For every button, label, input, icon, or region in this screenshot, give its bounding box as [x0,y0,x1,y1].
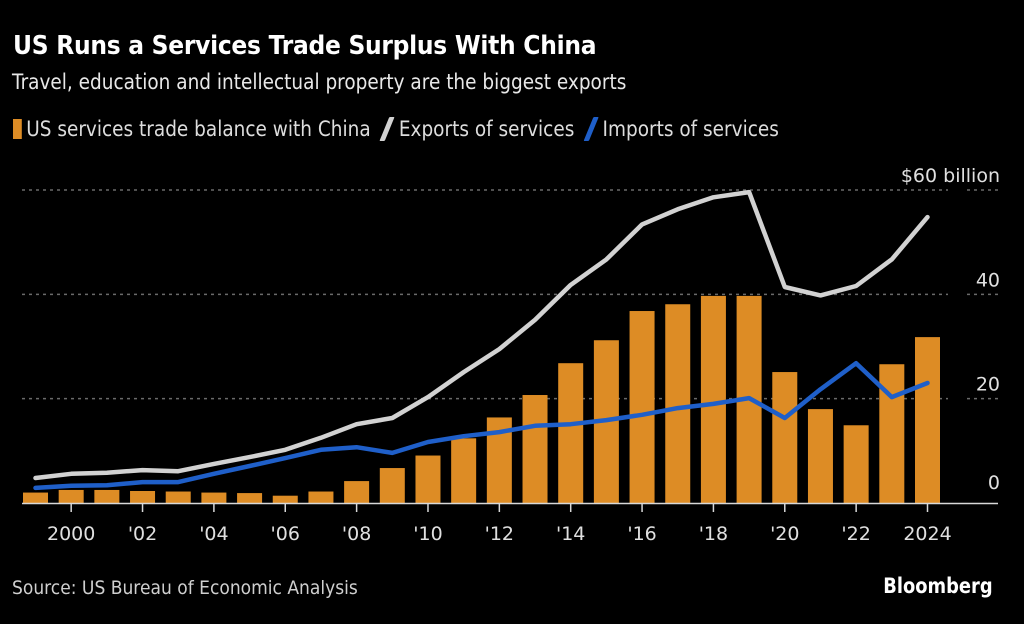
legend-bar-swatch-icon [13,119,22,139]
legend-label-exports: Exports of services [398,117,575,141]
x-tick-label: '04 [199,523,228,545]
line-imports-of-services [33,360,930,491]
y-tick-label: $60 billion [901,165,1000,187]
chart-title: US Runs a Services Trade Surplus With Ch… [13,31,597,61]
legend-item-imports: Imports of services [583,117,779,141]
source-note: Source: US Bureau of Economic Analysis [12,577,358,599]
x-axis-labels: 2000 '02 '04 '06 '08 '10 '12 '14 '16 '18 '20 '22 202… [47,523,952,545]
legend-item-balance: US services trade balance with China [13,117,371,141]
x-tick-label: '20 [770,523,799,545]
bar-2005 [237,493,263,503]
bar-2013 [522,395,548,503]
bar-2024 [915,337,940,503]
y-tick-label: 20 [976,374,1000,396]
x-tick-label: 2024 [903,523,951,545]
legend: US services trade balance with China Exp… [13,117,793,141]
y-axis-labels: 0 20 40 $60 billion [901,165,1000,494]
bar-2023 [879,364,905,503]
bar-2006 [272,495,298,503]
bar-2017 [665,304,691,503]
x-tick-label: '12 [485,523,514,545]
bar-2018 [700,295,726,503]
bar-2000 [58,489,84,503]
bar-2011 [451,438,477,503]
bar-2007 [308,491,334,503]
chart-subtitle: Travel, education and intellectual prope… [12,70,627,94]
legend-label-balance: US services trade balance with China [26,117,371,141]
bar-2014 [558,363,584,503]
lines [33,189,930,491]
brand-logo: Bloomberg [883,574,993,598]
bar-2022 [843,425,869,503]
bar-2020 [772,372,798,503]
bar-2009 [379,468,405,503]
x-tick-label: '10 [413,523,442,545]
bar-1999 [23,492,48,503]
x-tick-label: 2000 [47,523,95,545]
bar-2008 [344,481,370,503]
bar-2001 [94,489,120,503]
x-axis [22,502,998,512]
bar-2003 [165,491,191,503]
x-tick-label: '08 [342,523,371,545]
y-tick-label: 40 [976,269,1000,291]
bar-2002 [130,491,156,503]
bar-2016 [629,311,655,503]
x-tick-label: '06 [271,523,300,545]
y-tick-label: 0 [988,472,1000,494]
line-exports-of-services [33,189,930,481]
x-tick-label: '02 [128,523,157,545]
x-tick-label: '18 [699,523,728,545]
legend-item-exports: Exports of services [379,117,575,141]
x-tick-label: '22 [841,523,870,545]
bar-2021 [807,409,833,503]
x-tick-label: '14 [556,523,585,545]
bar-2010 [415,455,441,503]
x-tick-label: '16 [627,523,656,545]
bar-2004 [201,492,227,503]
legend-label-imports: Imports of services [602,117,779,141]
